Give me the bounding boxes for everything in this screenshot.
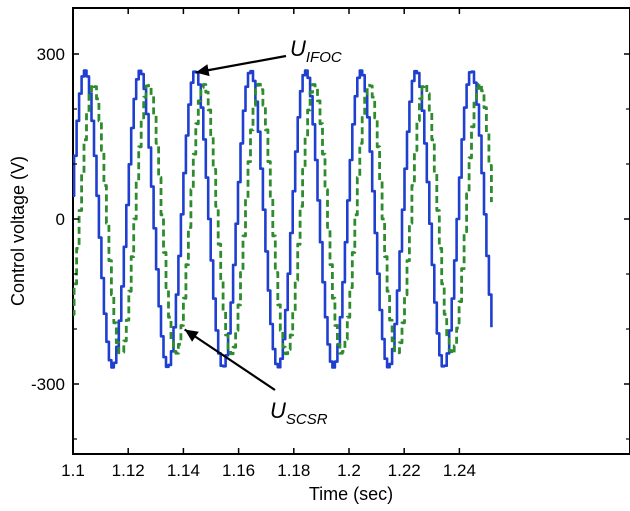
- annotation-scsr: USCSR: [184, 328, 328, 428]
- annotation-label: UIFOC: [290, 36, 342, 66]
- x-tick-label: 1.16: [222, 461, 255, 480]
- series-layer: [73, 69, 493, 369]
- y-tick-label: 300: [37, 45, 65, 64]
- ticks-layer: [72, 8, 630, 454]
- annotation-subscript: SCSR: [286, 411, 328, 428]
- x-tick-label: 1.18: [277, 461, 310, 480]
- annotation-arrow-head: [195, 64, 210, 77]
- x-tick-label: 1.1: [61, 461, 85, 480]
- annotation-subscript: IFOC: [306, 49, 342, 66]
- y-tick-label: 0: [56, 210, 65, 229]
- annotation-main: U: [290, 36, 306, 61]
- annotation-main: U: [270, 398, 286, 423]
- annotation-arrow-line: [195, 54, 287, 74]
- annotation-arrow-line: [184, 328, 276, 391]
- x-tick-label: 1.2: [337, 461, 361, 480]
- x-tick-label: 1.14: [167, 461, 200, 480]
- x-tick-label: 1.22: [388, 461, 421, 480]
- series-line-u-ifoc: [73, 69, 493, 369]
- x-tick-label: 1.12: [112, 461, 145, 480]
- annotation-arrow-head: [184, 329, 199, 342]
- plot-frame: [72, 7, 630, 455]
- series-line-u-scsr: [73, 82, 493, 356]
- labels-layer: 1.1 1.12 1.14 1.16 1.18 1.2 1.22 1.24 -300 0 300 Ti…: [8, 45, 476, 504]
- y-tick-label: -300: [31, 375, 65, 394]
- plot-box: [72, 7, 630, 455]
- x-axis-label: Time (sec): [309, 484, 393, 504]
- x-tick-label: 1.24: [443, 461, 476, 480]
- annotation-label: USCSR: [270, 398, 328, 428]
- y-axis-label: Control voltage (V): [8, 156, 28, 306]
- annotation-ifoc: UIFOC: [195, 36, 342, 77]
